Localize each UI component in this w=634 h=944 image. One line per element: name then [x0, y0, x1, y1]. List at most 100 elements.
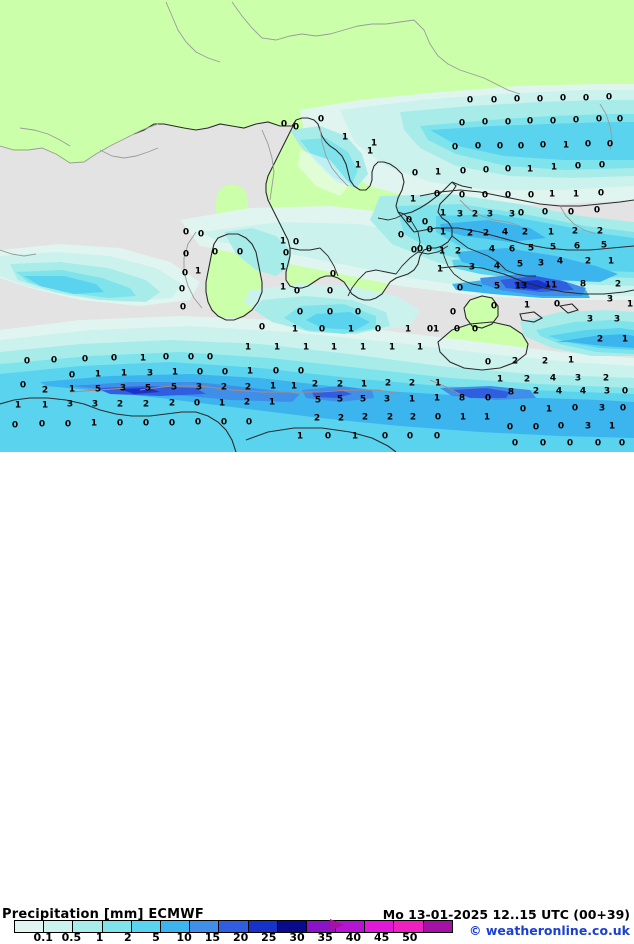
tick-label-35: 35: [317, 931, 333, 944]
precip-value: 1: [526, 164, 534, 175]
tick-label-20: 20: [232, 931, 249, 944]
precip-value: 1: [433, 393, 441, 404]
precip-value: 6: [508, 244, 516, 255]
precip-value: 2: [596, 334, 604, 345]
precip-value: 0: [221, 367, 229, 378]
precip-value: 1: [94, 369, 102, 380]
precip-value: 0: [168, 418, 176, 429]
precip-value: 0: [433, 189, 441, 200]
precip-value: 1: [404, 324, 412, 335]
precip-value: 2: [466, 228, 474, 239]
precip-value: 2: [361, 412, 369, 423]
credit-label: © weatheronline.co.uk: [469, 923, 630, 938]
precip-value: 0: [110, 353, 118, 364]
precip-value: 0: [474, 141, 482, 152]
precip-value: 2: [168, 398, 176, 409]
precip-value: 0: [374, 324, 382, 335]
precip-value: 4: [501, 227, 509, 238]
precip-value: 0: [317, 114, 325, 125]
precip-value: 0: [513, 94, 521, 105]
precip-value: 1: [359, 342, 367, 353]
precip-value: 2: [471, 209, 479, 220]
precip-value: 0: [572, 115, 580, 126]
precip-value: 0: [527, 190, 535, 201]
precip-value: 1: [269, 381, 277, 392]
precip-value: 0: [566, 438, 574, 449]
precip-value: 4: [555, 386, 563, 397]
precip-value: 1: [370, 138, 378, 149]
precip-value: 2: [541, 356, 549, 367]
precip-value: 0: [584, 139, 592, 150]
precip-value: 3: [508, 209, 516, 220]
precip-value: 0: [329, 269, 337, 280]
precip-value: 0: [481, 117, 489, 128]
precip-value: 1: [68, 384, 76, 395]
precip-value: 0: [318, 324, 326, 335]
precip-value: 0: [326, 286, 334, 297]
precip-value: 2: [41, 385, 49, 396]
precip-value: 1: [366, 146, 374, 157]
precip-value: 1: [439, 208, 447, 219]
precip-value: 0: [459, 166, 467, 177]
precip-value: 3: [456, 209, 464, 220]
precip-value: 0: [416, 244, 424, 255]
precip-value: 5: [527, 243, 535, 254]
precip-value: 0: [425, 244, 433, 255]
precip-value: 2: [409, 412, 417, 423]
precip-value: 0: [458, 118, 466, 129]
precip-value: 0: [296, 307, 304, 318]
precip-value: 5: [359, 394, 367, 405]
precip-value: 1: [279, 236, 287, 247]
precip-value: 5: [600, 240, 608, 251]
map-canvas: [0, 0, 634, 452]
precip-value: 2: [384, 378, 392, 389]
precip-value: 2: [244, 382, 252, 393]
precip-value: 3: [586, 314, 594, 325]
precip-value: 8: [579, 279, 587, 290]
tick-label-0.5: 0.5: [61, 931, 82, 944]
precip-value: 0: [292, 237, 300, 248]
color-swatch-14: [423, 921, 452, 932]
precip-value: 1: [296, 431, 304, 442]
precip-value: 0: [50, 355, 58, 366]
precip-value: 1: [291, 324, 299, 335]
precip-value: 1: [90, 418, 98, 429]
precip-value: 5: [170, 382, 178, 393]
precip-value: 2: [602, 373, 610, 384]
precip-value: 0: [557, 421, 565, 432]
precip-value: 0: [511, 438, 519, 449]
precip-value: 0: [426, 324, 434, 335]
precip-value: 2: [584, 256, 592, 267]
tick-label-45: 45: [373, 931, 390, 944]
precip-value: 1: [523, 300, 531, 311]
precip-value: 1: [496, 374, 504, 385]
precip-value: 0: [23, 356, 31, 367]
precip-value: 0: [574, 161, 582, 172]
tick-label-50: 50: [402, 931, 418, 944]
precip-value: 1: [607, 256, 615, 267]
precip-value: 2: [571, 226, 579, 237]
precip-value: 0: [451, 142, 459, 153]
precip-value: 0: [187, 352, 195, 363]
precip-value: 0: [539, 140, 547, 151]
precip-value: 1: [268, 397, 276, 408]
precip-value: 0: [38, 419, 46, 430]
precip-value: 4: [488, 244, 496, 255]
tick-label-40: 40: [345, 931, 362, 944]
precip-value: 1: [279, 262, 287, 273]
precip-value: 0: [621, 386, 629, 397]
precip-value: 2: [311, 379, 319, 390]
precip-value: 0: [484, 357, 492, 368]
precip-value: 0: [618, 438, 626, 449]
precip-value: 0: [68, 370, 76, 381]
precip-value: 0: [471, 324, 479, 335]
precip-value: 0: [582, 93, 590, 104]
precip-value: 0: [553, 299, 561, 310]
precip-value: 0: [381, 431, 389, 442]
color-bar-overflow-arrow: [330, 919, 344, 931]
precip-value: 0: [504, 164, 512, 175]
precip-value: 0: [481, 190, 489, 201]
precip-value: 1: [41, 400, 49, 411]
